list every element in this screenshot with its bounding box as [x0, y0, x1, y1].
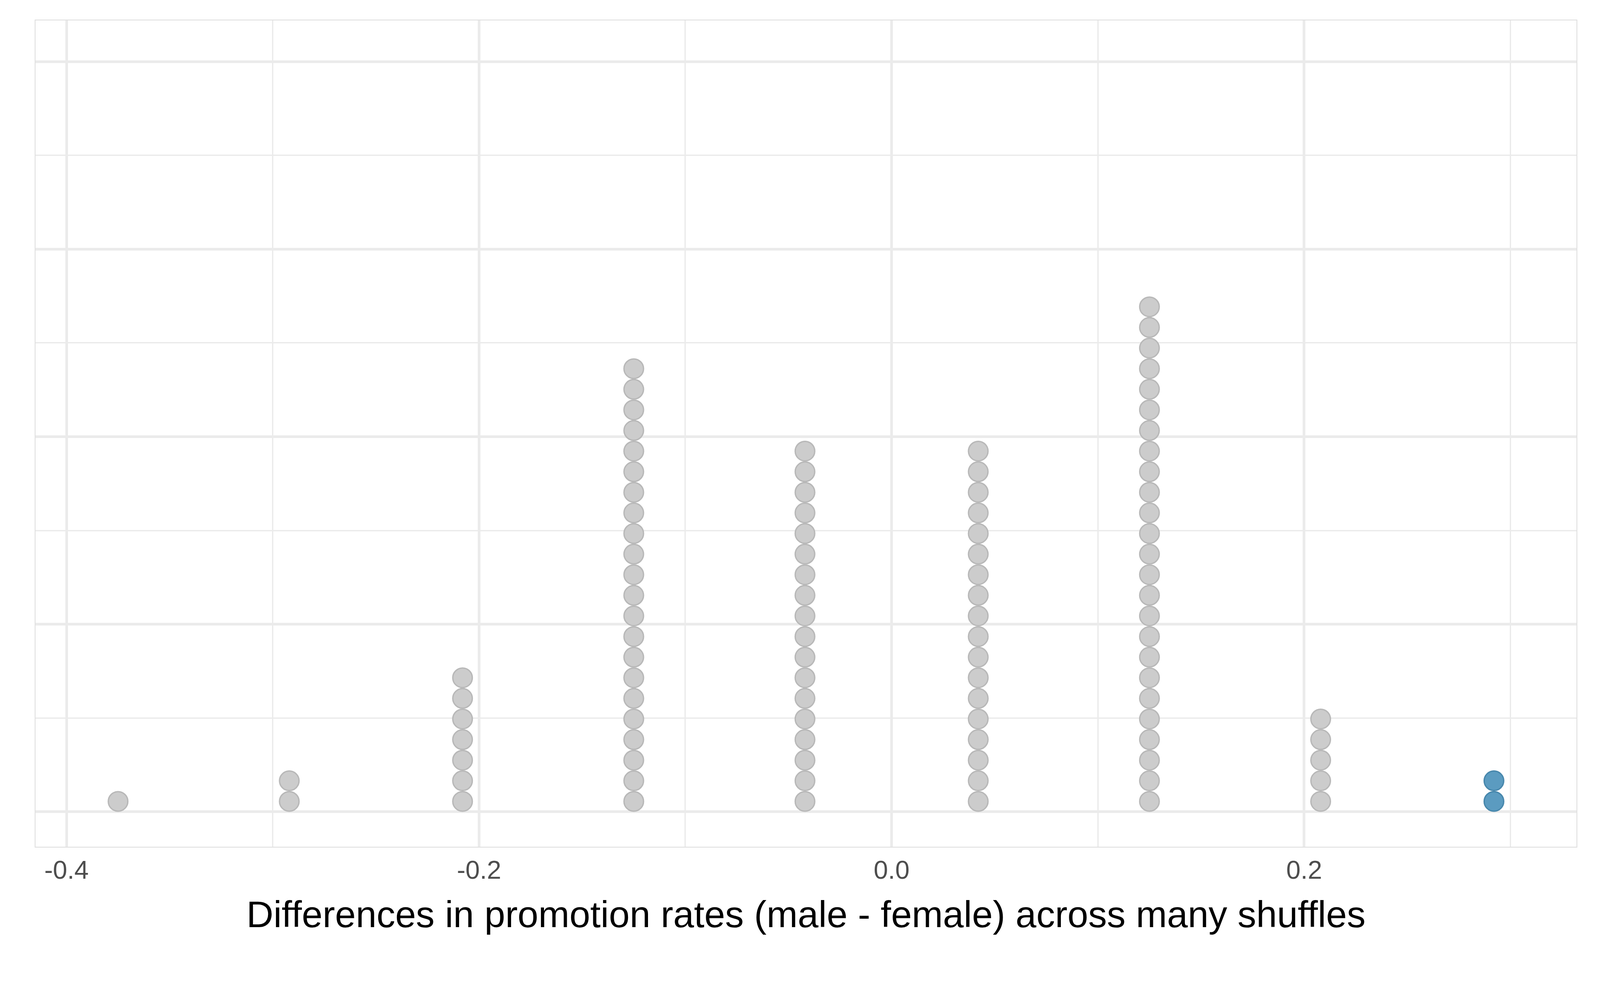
svg-text:-0.4: -0.4	[44, 855, 89, 885]
svg-text:0.2: 0.2	[1286, 855, 1323, 885]
svg-text:Differences in promotion rates: Differences in promotion rates (male - f…	[246, 893, 1366, 936]
svg-text:0.0: 0.0	[873, 855, 910, 885]
svg-text:-0.2: -0.2	[456, 855, 502, 885]
